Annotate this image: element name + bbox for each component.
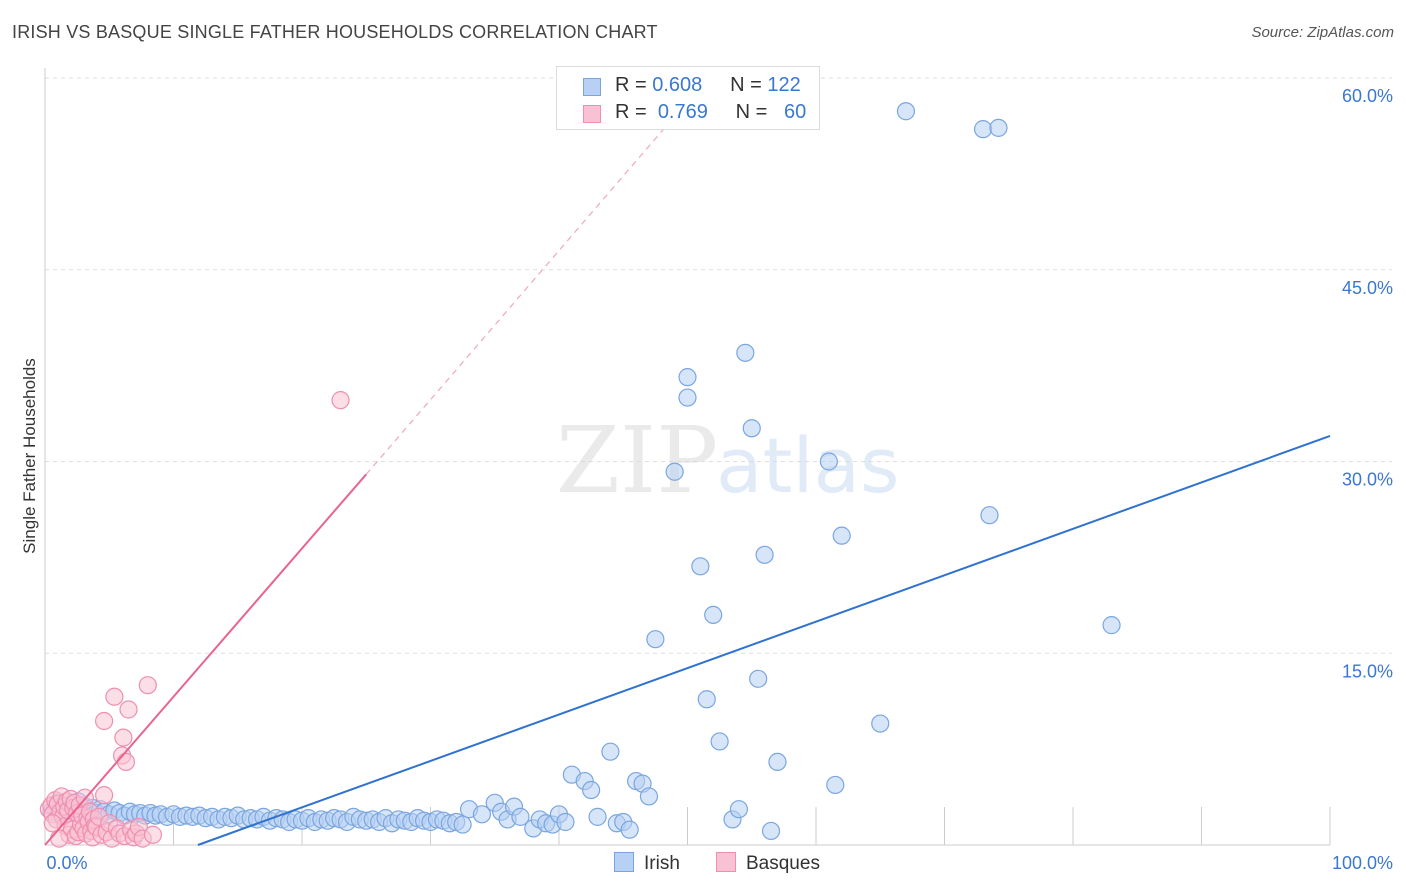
basques-point xyxy=(95,711,114,731)
source-label: Source: ZipAtlas.com xyxy=(1251,24,1394,41)
basques-point xyxy=(95,786,114,805)
basques-swatch-icon xyxy=(583,105,601,123)
basques-n-label: N = xyxy=(735,101,768,123)
basques-legend-swatch-icon xyxy=(716,852,736,872)
irish-point xyxy=(704,605,723,625)
grid-lines xyxy=(45,77,1392,654)
legend-label-basques: Basques xyxy=(746,853,820,874)
irish-point xyxy=(678,368,697,387)
basques-point xyxy=(50,829,69,848)
legend-item-basques: Basques xyxy=(716,852,820,875)
basques-trend-extension xyxy=(365,115,676,475)
x-tick-label: 0.0% xyxy=(46,853,87,873)
irish-r-label: R = xyxy=(615,74,647,96)
irish-point xyxy=(582,780,601,800)
y-tick-label: 45.0% xyxy=(1342,278,1393,298)
irish-point xyxy=(665,462,684,481)
irish-point xyxy=(588,807,607,826)
irish-n-label: N = xyxy=(730,74,762,96)
irish-point xyxy=(826,775,845,795)
irish-point xyxy=(742,419,761,438)
irish-point xyxy=(871,714,890,733)
irish-point xyxy=(556,812,575,832)
basques-point xyxy=(105,687,124,706)
trend-lines xyxy=(44,115,1331,846)
basques-point xyxy=(138,676,157,695)
irish-n-value: 122 xyxy=(767,74,801,96)
irish-point xyxy=(710,732,729,751)
irish-point xyxy=(678,388,697,407)
stats-row-basques: R = 0.769 N = 60 xyxy=(557,101,819,127)
irish-point xyxy=(819,452,838,471)
watermark: ZIP atlas xyxy=(556,407,900,514)
basques-point xyxy=(143,825,163,844)
irish-point xyxy=(472,805,491,824)
irish-point xyxy=(646,630,665,649)
irish-r-value: 0.608 xyxy=(652,74,703,96)
legend-label-irish: Irish xyxy=(644,853,680,874)
irish-point xyxy=(749,669,768,688)
irish-point xyxy=(989,118,1008,137)
irish-point xyxy=(601,742,620,761)
basques-point xyxy=(119,700,138,719)
stats-row-irish: R = 0.608 N = 122 xyxy=(557,74,819,100)
irish-point xyxy=(453,815,472,834)
irish-point xyxy=(768,752,787,772)
irish-point xyxy=(973,120,993,139)
basques-n-value: 60 xyxy=(784,101,807,123)
basques-r-value: 0.769 xyxy=(657,101,708,123)
irish-point xyxy=(761,821,781,841)
irish-point xyxy=(832,526,851,545)
irish-trend-line xyxy=(197,434,1331,846)
chart-title: IRISH VS BASQUE SINGLE FATHER HOUSEHOLDS… xyxy=(12,22,658,42)
y-tick-label: 30.0% xyxy=(1342,470,1393,490)
watermark-atlas: atlas xyxy=(716,421,900,510)
basques-r-label: R = xyxy=(615,101,647,123)
irish-point xyxy=(639,787,659,806)
irish-point xyxy=(755,545,774,564)
tick-labels: 15.0% 30.0% 45.0% 60.0% 0.0% 100.0% xyxy=(46,86,1393,873)
basques-point xyxy=(331,391,350,410)
irish-point xyxy=(980,506,999,525)
stats-legend: R = 0.608 N = 122 R = 0.769 N = 60 xyxy=(556,66,820,130)
basques-trend-line xyxy=(44,473,368,846)
irish-swatch-icon xyxy=(583,78,601,96)
basques-point xyxy=(116,752,136,772)
y-tick-label: 60.0% xyxy=(1342,86,1393,106)
irish-point xyxy=(1102,616,1121,635)
irish-point xyxy=(511,807,530,826)
y-tick-label: 15.0% xyxy=(1342,661,1393,681)
irish-legend-swatch-icon xyxy=(614,852,634,872)
basques-point xyxy=(114,728,133,747)
watermark-zip: ZIP xyxy=(556,407,718,514)
basques-point xyxy=(43,814,62,833)
irish-point xyxy=(697,690,716,709)
irish-point xyxy=(620,820,639,839)
irish-point xyxy=(729,800,749,819)
irish-point xyxy=(691,557,710,576)
x-tick-label: 100.0% xyxy=(1332,853,1393,873)
legend-item-irish: Irish xyxy=(614,852,680,875)
irish-point xyxy=(896,102,916,121)
irish-point xyxy=(736,343,755,362)
